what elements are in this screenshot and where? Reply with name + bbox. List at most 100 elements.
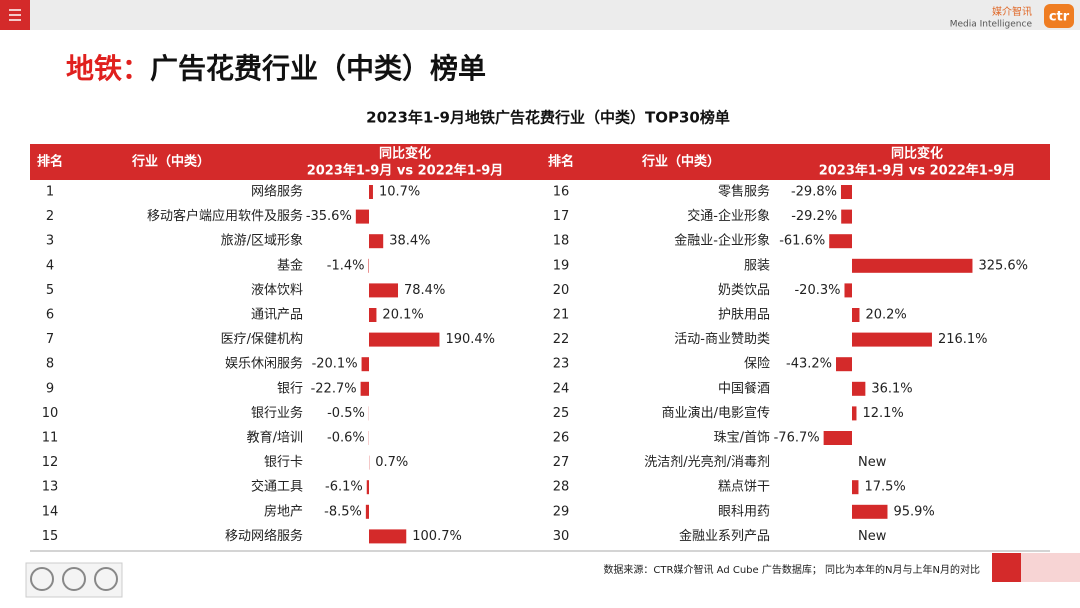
industry: 眼科用药 xyxy=(718,504,770,519)
rank: 9 xyxy=(46,381,54,396)
industry: 金融业系列产品 xyxy=(679,528,770,544)
value-label: 95.9% xyxy=(893,504,934,519)
bar xyxy=(823,431,852,445)
rank: 21 xyxy=(553,308,570,323)
rank: 15 xyxy=(42,529,59,544)
bar xyxy=(852,504,888,519)
bar xyxy=(369,308,377,322)
value-label: 10.7% xyxy=(379,185,420,200)
industry: 房地产 xyxy=(264,503,303,519)
column-header: 行业（中类） xyxy=(131,154,210,170)
rank: 23 xyxy=(553,357,570,372)
value-label: -20.3% xyxy=(794,283,840,298)
industry: 奶类饮品 xyxy=(718,283,770,298)
value-label: 12.1% xyxy=(862,406,903,421)
value-label: -61.6% xyxy=(779,234,825,249)
value-label: -6.1% xyxy=(325,480,363,495)
value-label: 20.1% xyxy=(382,308,423,323)
rank: 26 xyxy=(553,431,570,446)
bar xyxy=(852,258,973,273)
rank: 2 xyxy=(46,209,54,224)
bar xyxy=(840,185,852,199)
footer-block xyxy=(992,553,1021,582)
rank: 7 xyxy=(46,332,54,347)
bar xyxy=(368,258,369,273)
industry: 教育/培训 xyxy=(247,430,303,446)
bar xyxy=(369,234,384,249)
industry: 服装 xyxy=(744,258,770,273)
bar xyxy=(852,406,857,421)
value-label: 17.5% xyxy=(864,480,905,495)
bar xyxy=(369,185,373,199)
value-label: 100.7% xyxy=(412,529,462,544)
industry: 保险 xyxy=(744,357,770,372)
value-label: -43.2% xyxy=(786,357,832,372)
rank: 16 xyxy=(553,185,570,200)
menu-icon xyxy=(9,9,21,21)
column-header: 同比变化 xyxy=(379,146,431,162)
value-label: -8.5% xyxy=(324,504,362,519)
column-header: 2023年1-9月 vs 2022年1-9月 xyxy=(307,163,504,179)
rank: 27 xyxy=(553,455,570,470)
value-label: 190.4% xyxy=(445,332,495,347)
value-label: -76.7% xyxy=(774,431,820,446)
value-label: New xyxy=(858,529,887,544)
bar xyxy=(369,529,407,544)
value-label: -35.6% xyxy=(306,209,352,224)
industry: 洗洁剂/光亮剂/消毒剂 xyxy=(644,454,770,470)
rank: 14 xyxy=(42,504,59,519)
industry: 交通工具 xyxy=(251,479,303,495)
industry: 通讯产品 xyxy=(251,308,303,323)
industry: 网络服务 xyxy=(251,184,303,200)
value-label: -29.8% xyxy=(791,185,837,200)
bar xyxy=(365,504,369,519)
column-header: 排名 xyxy=(548,154,574,170)
logo-cn: 媒介智讯 xyxy=(992,5,1032,18)
table-header xyxy=(30,144,1050,180)
rank: 12 xyxy=(42,455,59,470)
industry: 中国餐酒 xyxy=(718,380,770,396)
industry: 金融业-企业形象 xyxy=(674,233,770,249)
chart-title: 2023年1-9月地铁广告花费行业（中类）TOP30榜单 xyxy=(366,109,730,127)
page-title: 地铁：广告花费行业（中类）榜单 xyxy=(66,52,486,85)
logo-badge xyxy=(1044,4,1074,28)
bar xyxy=(829,234,852,249)
industry: 旅游/区域形象 xyxy=(221,234,303,249)
industry: 移动客户端应用软件及服务 xyxy=(147,208,303,224)
rank: 30 xyxy=(553,529,570,544)
column-header: 排名 xyxy=(37,154,63,170)
bar xyxy=(366,480,369,495)
logo-mark: ctr xyxy=(1049,10,1070,25)
value-label: 78.4% xyxy=(404,283,445,298)
bar xyxy=(836,357,852,372)
value-label: 38.4% xyxy=(389,234,430,249)
bar xyxy=(844,283,852,298)
value-label: 325.6% xyxy=(978,258,1028,273)
value-label: 0.7% xyxy=(375,455,408,470)
rank: 5 xyxy=(46,283,54,298)
rank: 3 xyxy=(46,234,54,249)
bar xyxy=(360,381,369,396)
value-label: -0.5% xyxy=(327,406,365,421)
footer-band xyxy=(1021,553,1080,582)
rank: 8 xyxy=(46,357,54,372)
value-label: -22.7% xyxy=(311,381,357,396)
value-label: 20.2% xyxy=(865,308,906,323)
rank: 29 xyxy=(553,504,570,519)
rank: 19 xyxy=(553,258,570,273)
column-header: 同比变化 xyxy=(891,146,943,162)
bar xyxy=(841,209,852,224)
industry: 银行卡 xyxy=(264,455,303,470)
rank: 1 xyxy=(46,185,54,200)
rank: 22 xyxy=(553,332,570,347)
top-bar xyxy=(0,0,1080,30)
rank: 28 xyxy=(553,480,570,495)
source-note: 数据来源：CTR媒介智讯 Ad Cube 广告数据库； 同比为本年的N月与上年N… xyxy=(603,563,980,576)
industry: 商业演出/电影宣传 xyxy=(662,405,770,421)
rank: 10 xyxy=(42,406,59,421)
bar xyxy=(361,357,369,372)
industry: 护肤用品 xyxy=(718,308,770,323)
value-label: -20.1% xyxy=(312,357,358,372)
